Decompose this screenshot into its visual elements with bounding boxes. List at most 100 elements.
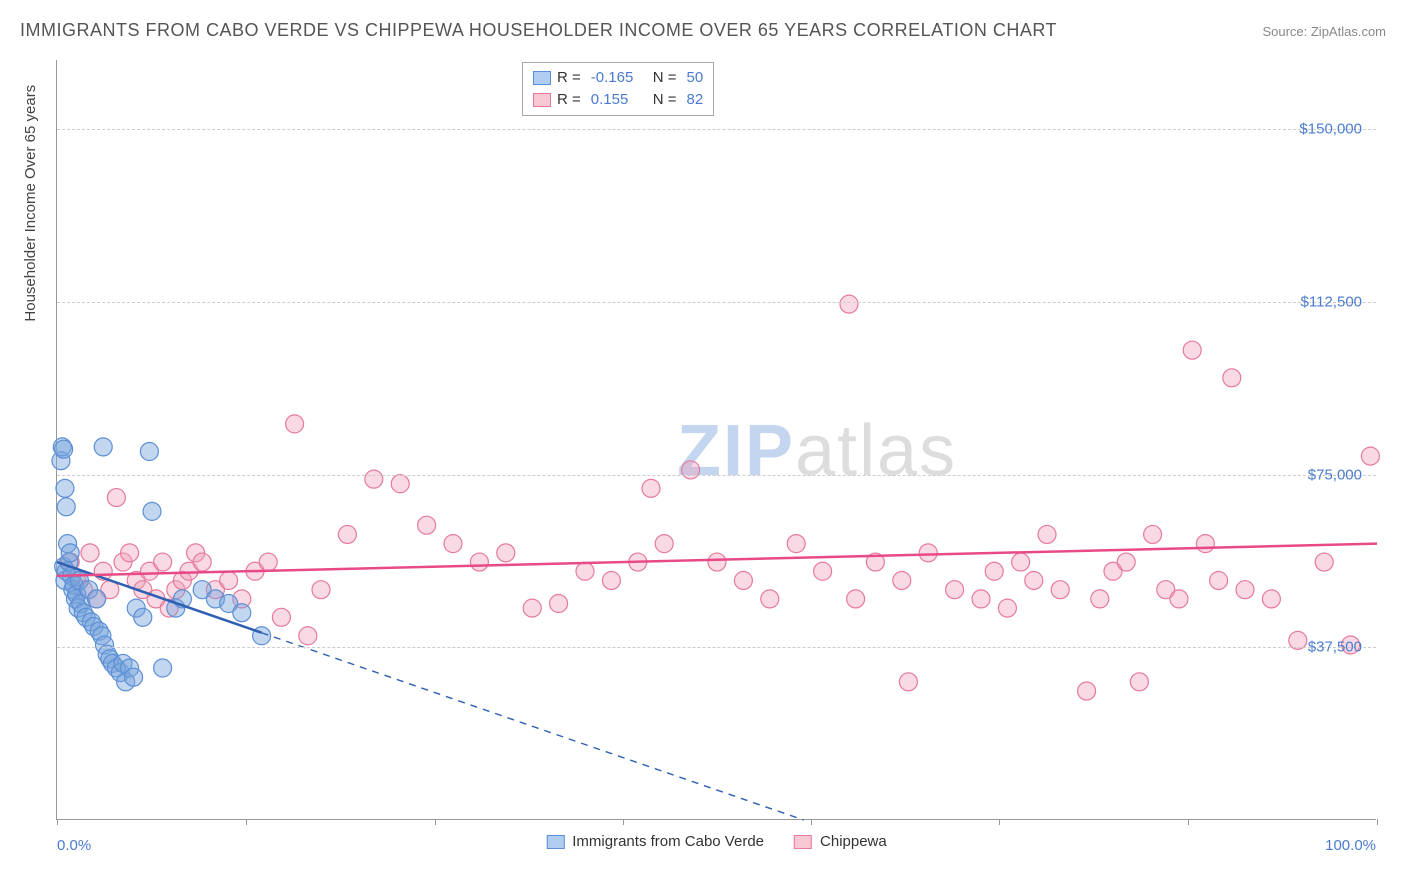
data-point bbox=[365, 470, 383, 488]
data-point bbox=[682, 461, 700, 479]
x-tick bbox=[57, 819, 58, 825]
legend-item-label: Immigrants from Cabo Verde bbox=[572, 833, 764, 850]
legend-item: Immigrants from Cabo Verde bbox=[546, 833, 764, 850]
data-point bbox=[761, 590, 779, 608]
data-point bbox=[1038, 525, 1056, 543]
legend-swatch bbox=[546, 835, 564, 849]
trend-line-extrapolated bbox=[262, 633, 804, 820]
data-point bbox=[299, 627, 317, 645]
data-point bbox=[1361, 447, 1379, 465]
source-label: Source: ZipAtlas.com bbox=[1262, 24, 1386, 39]
chart-title: IMMIGRANTS FROM CABO VERDE VS CHIPPEWA H… bbox=[20, 20, 1057, 41]
data-point bbox=[550, 595, 568, 613]
data-point bbox=[919, 544, 937, 562]
y-tick-label: $75,000 bbox=[1308, 466, 1362, 483]
data-point bbox=[81, 544, 99, 562]
data-point bbox=[140, 443, 158, 461]
data-point bbox=[1051, 581, 1069, 599]
data-point bbox=[1091, 590, 1109, 608]
legend-item: Chippewa bbox=[794, 833, 887, 850]
data-point bbox=[1315, 553, 1333, 571]
series-legend: Immigrants from Cabo Verde Chippewa bbox=[546, 833, 886, 850]
gridline bbox=[57, 475, 1376, 476]
data-point bbox=[470, 553, 488, 571]
data-point bbox=[61, 544, 79, 562]
y-tick-label: $112,500 bbox=[1301, 293, 1362, 310]
data-point bbox=[193, 553, 211, 571]
legend-n-value: 82 bbox=[687, 89, 704, 111]
x-tick-right: 100.0% bbox=[1325, 837, 1376, 854]
data-point bbox=[338, 525, 356, 543]
data-point bbox=[1025, 571, 1043, 589]
data-point bbox=[1183, 341, 1201, 359]
data-point bbox=[1078, 682, 1096, 700]
data-point bbox=[125, 668, 143, 686]
plot-area: ZIPatlas R =-0.165N =50R =0.155N =82 0.0… bbox=[56, 60, 1376, 820]
data-point bbox=[946, 581, 964, 599]
data-point bbox=[154, 553, 172, 571]
data-point bbox=[708, 553, 726, 571]
data-point bbox=[94, 438, 112, 456]
data-point bbox=[88, 590, 106, 608]
legend-row: R = 0.155 N = 82 bbox=[533, 89, 703, 111]
data-point bbox=[220, 571, 238, 589]
legend-r-value: -0.165 bbox=[591, 67, 647, 89]
x-tick bbox=[999, 819, 1000, 825]
data-point bbox=[391, 475, 409, 493]
data-point bbox=[259, 553, 277, 571]
data-point bbox=[655, 535, 673, 553]
legend-r-value: 0.155 bbox=[591, 89, 647, 111]
x-tick bbox=[811, 819, 812, 825]
data-point bbox=[523, 599, 541, 617]
data-point bbox=[55, 440, 73, 458]
data-point bbox=[1117, 553, 1135, 571]
y-tick-label: $37,500 bbox=[1308, 639, 1362, 656]
data-point bbox=[893, 571, 911, 589]
x-tick bbox=[435, 819, 436, 825]
chart-svg bbox=[57, 60, 1376, 819]
data-point bbox=[1144, 525, 1162, 543]
data-point bbox=[107, 489, 125, 507]
legend-r-label: R = bbox=[557, 67, 581, 89]
gridline bbox=[57, 129, 1376, 130]
data-point bbox=[602, 571, 620, 589]
data-point bbox=[1236, 581, 1254, 599]
data-point bbox=[57, 498, 75, 516]
legend-r-label: R = bbox=[557, 89, 581, 111]
y-axis-label: Householder Income Over 65 years bbox=[22, 85, 39, 322]
data-point bbox=[1262, 590, 1280, 608]
gridline bbox=[57, 647, 1376, 648]
data-point bbox=[56, 479, 74, 497]
x-tick bbox=[1377, 819, 1378, 825]
data-point bbox=[576, 562, 594, 580]
x-tick-left: 0.0% bbox=[57, 837, 91, 854]
data-point bbox=[972, 590, 990, 608]
data-point bbox=[286, 415, 304, 433]
correlation-legend: R =-0.165N =50R =0.155N =82 bbox=[522, 62, 714, 116]
legend-n-label: N = bbox=[653, 67, 677, 89]
x-tick bbox=[246, 819, 247, 825]
data-point bbox=[1210, 571, 1228, 589]
data-point bbox=[1130, 673, 1148, 691]
data-point bbox=[642, 479, 660, 497]
data-point bbox=[1012, 553, 1030, 571]
gridline bbox=[57, 302, 1376, 303]
x-tick bbox=[623, 819, 624, 825]
data-point bbox=[154, 659, 172, 677]
data-point bbox=[312, 581, 330, 599]
x-tick bbox=[1188, 819, 1189, 825]
legend-row: R =-0.165N =50 bbox=[533, 67, 703, 89]
data-point bbox=[998, 599, 1016, 617]
data-point bbox=[899, 673, 917, 691]
title-bar: IMMIGRANTS FROM CABO VERDE VS CHIPPEWA H… bbox=[20, 20, 1386, 41]
data-point bbox=[272, 608, 290, 626]
data-point bbox=[1170, 590, 1188, 608]
data-point bbox=[840, 295, 858, 313]
data-point bbox=[985, 562, 1003, 580]
legend-item-label: Chippewa bbox=[820, 833, 887, 850]
legend-n-label: N = bbox=[653, 89, 677, 111]
y-tick-label: $150,000 bbox=[1299, 121, 1362, 138]
data-point bbox=[134, 608, 152, 626]
data-point bbox=[734, 571, 752, 589]
data-point bbox=[497, 544, 515, 562]
